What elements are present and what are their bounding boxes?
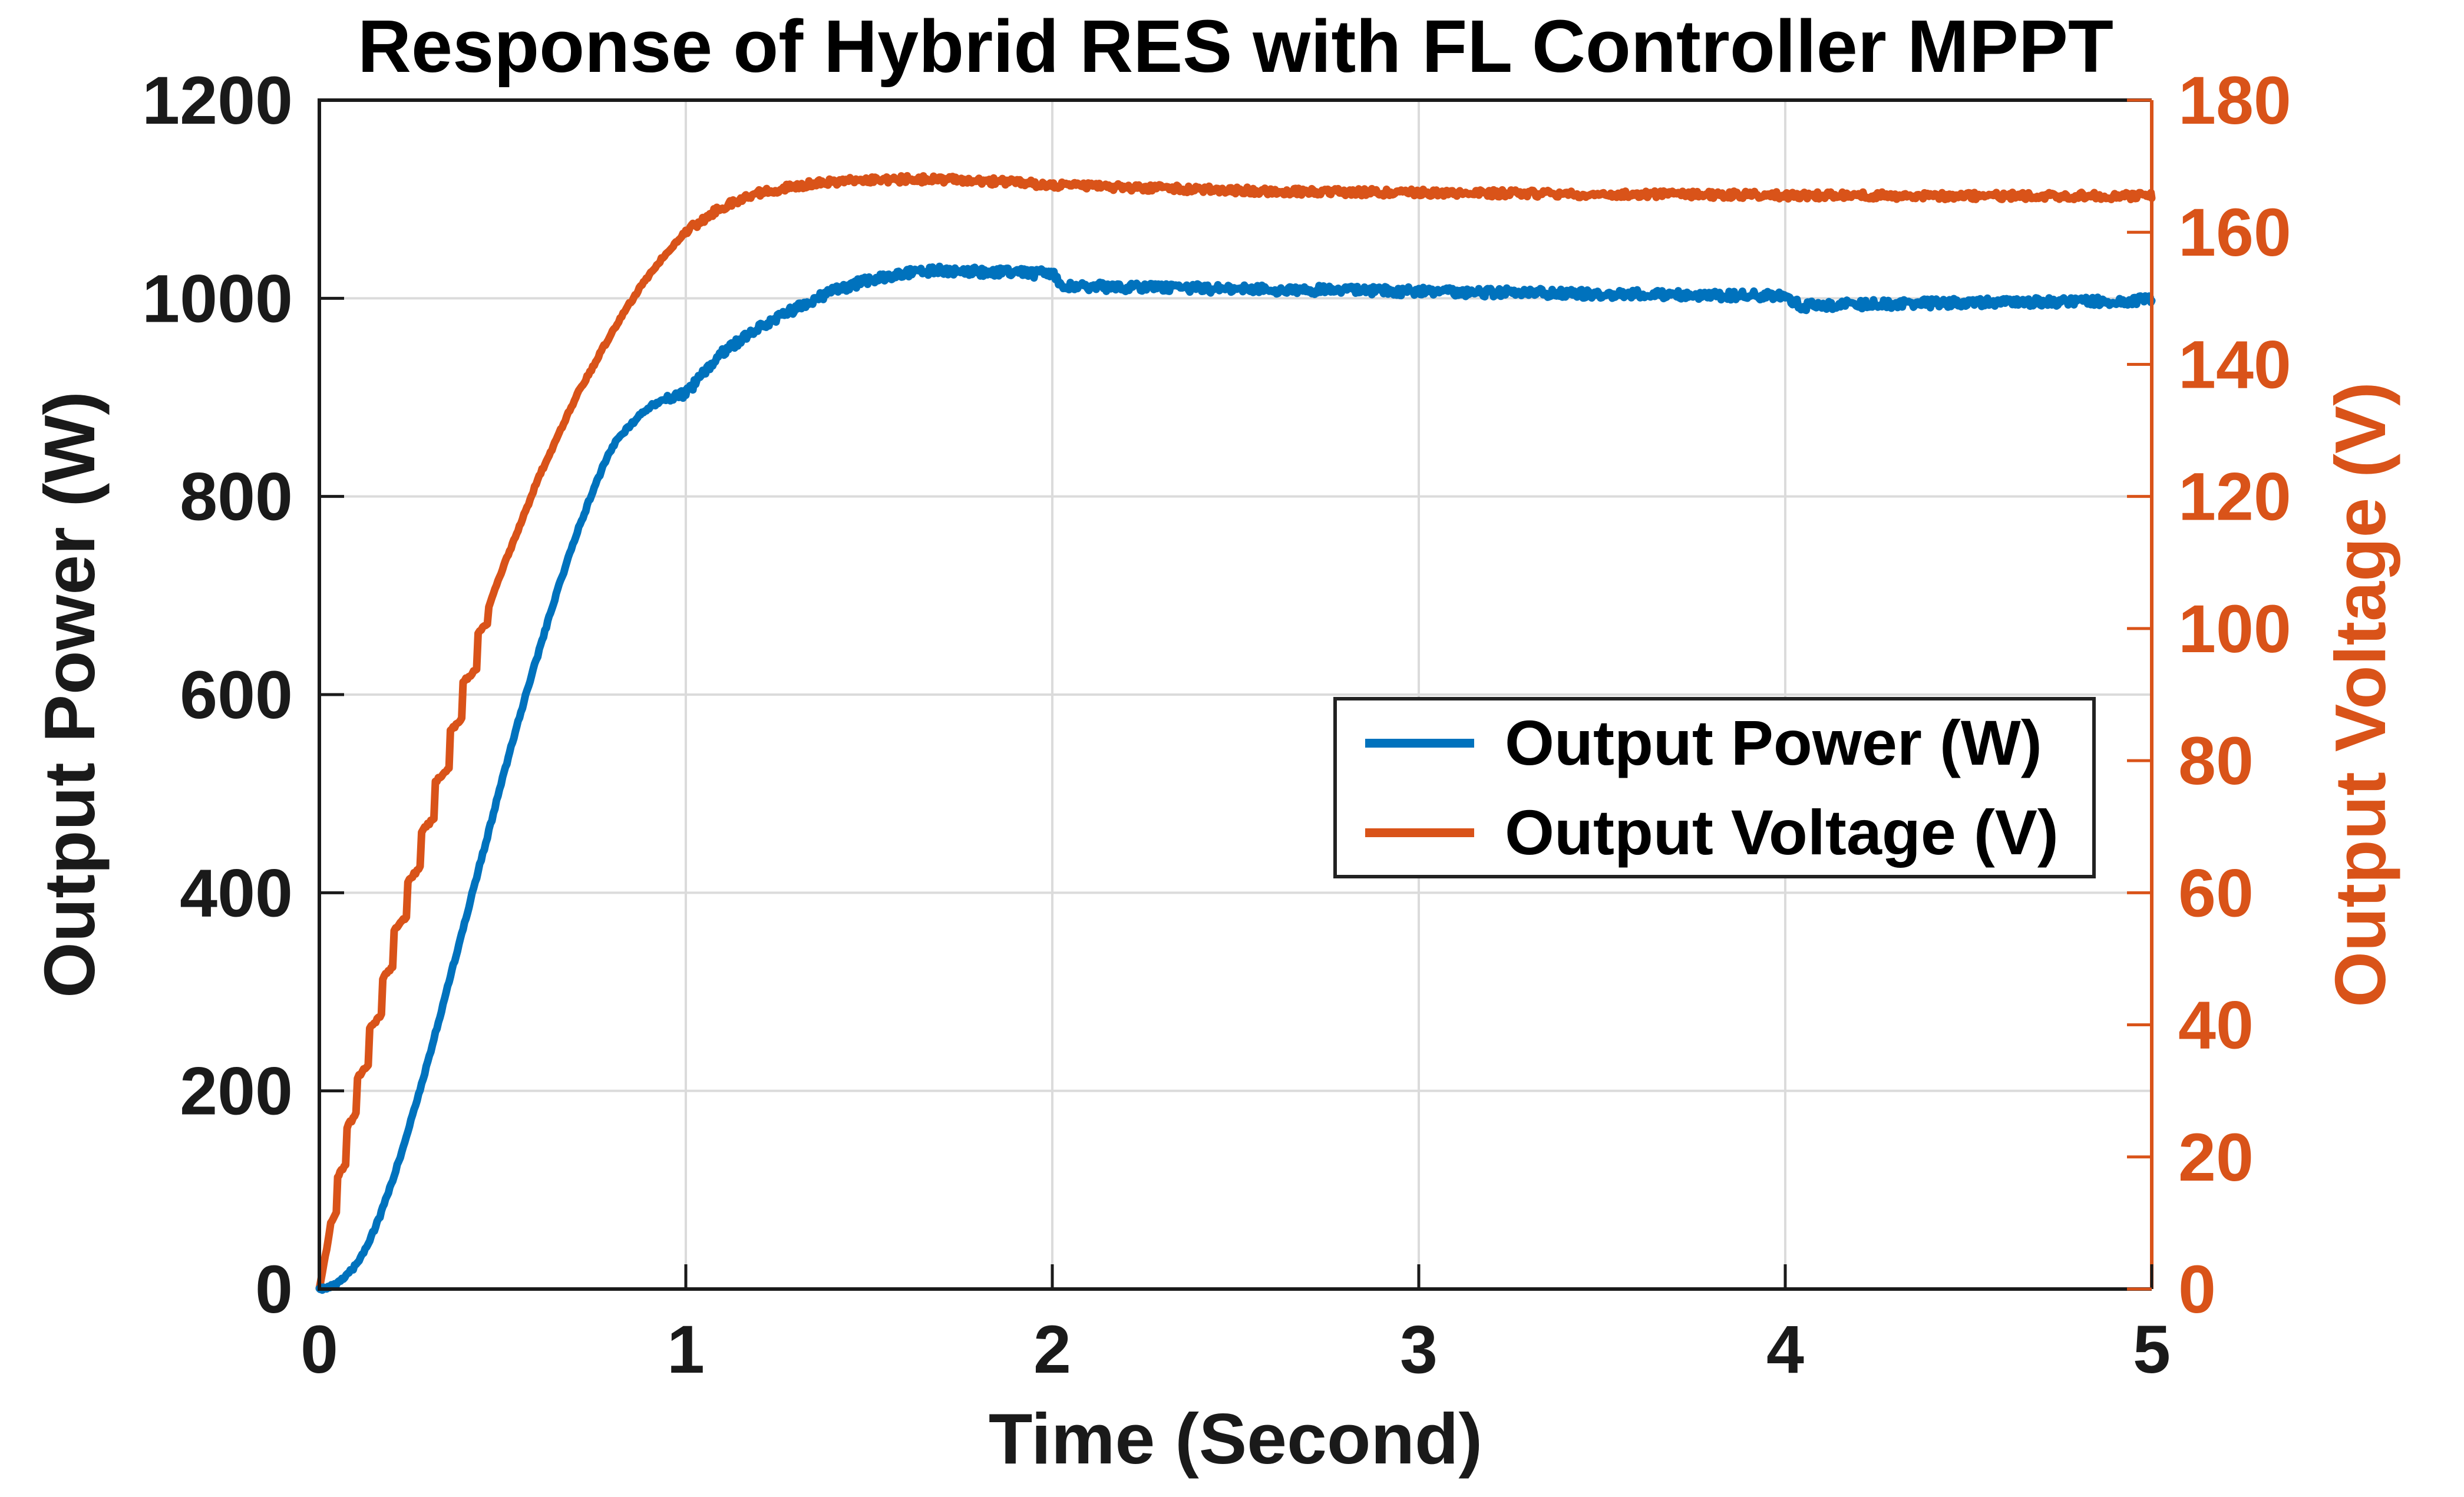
- voltage-series-line: [315, 172, 2156, 1293]
- left-y-tick-label: 200: [180, 1054, 293, 1129]
- right-y-tick-label: 180: [2178, 63, 2291, 138]
- right-y-tick-label: 160: [2178, 195, 2291, 270]
- left-y-tick-label: 1000: [142, 261, 293, 336]
- right-axis-label: Output Voltage (V): [2320, 382, 2400, 1007]
- right-y-tick-label: 20: [2178, 1120, 2254, 1195]
- left-y-tick-label: 600: [180, 657, 293, 733]
- legend-item-power: Output Power (W): [1365, 708, 2092, 778]
- x-tick-label: 1: [667, 1312, 705, 1387]
- x-tick-label: 3: [1400, 1312, 1438, 1387]
- x-tick-label: 4: [1766, 1312, 1804, 1387]
- left-y-tick-label: 1200: [142, 63, 293, 138]
- legend-box: Output Power (W) Output Voltage (V): [1333, 697, 2096, 878]
- left-y-tick-label: 0: [255, 1252, 293, 1327]
- left-y-tick-label: 400: [180, 855, 293, 931]
- legend-item-voltage: Output Voltage (V): [1365, 798, 2092, 867]
- right-y-tick-label: 100: [2178, 591, 2291, 667]
- legend-label-power: Output Power (W): [1505, 707, 2042, 778]
- x-tick-label: 0: [300, 1312, 338, 1387]
- right-y-tick-label: 60: [2178, 855, 2254, 931]
- right-y-tick-label: 120: [2178, 460, 2291, 535]
- x-tick-label: 2: [1033, 1312, 1071, 1387]
- x-axis-label: Time (Second): [988, 1399, 1483, 1479]
- right-y-tick-label: 0: [2178, 1252, 2216, 1327]
- x-tick-label: 5: [2133, 1312, 2171, 1387]
- right-y-tick-label: 140: [2178, 327, 2291, 402]
- chart-title: Response of Hybrid RES with FL Controlle…: [358, 5, 2113, 88]
- power-line-swatch: [1365, 738, 1474, 748]
- voltage-line-swatch: [1365, 828, 1474, 837]
- legend-label-voltage: Output Voltage (V): [1505, 797, 2059, 868]
- right-y-tick-label: 40: [2178, 988, 2254, 1063]
- left-y-tick-label: 800: [180, 460, 293, 535]
- left-axis-label: Output Power (W): [29, 391, 110, 999]
- right-y-tick-label: 80: [2178, 723, 2254, 799]
- power-series-line: [315, 262, 2156, 1294]
